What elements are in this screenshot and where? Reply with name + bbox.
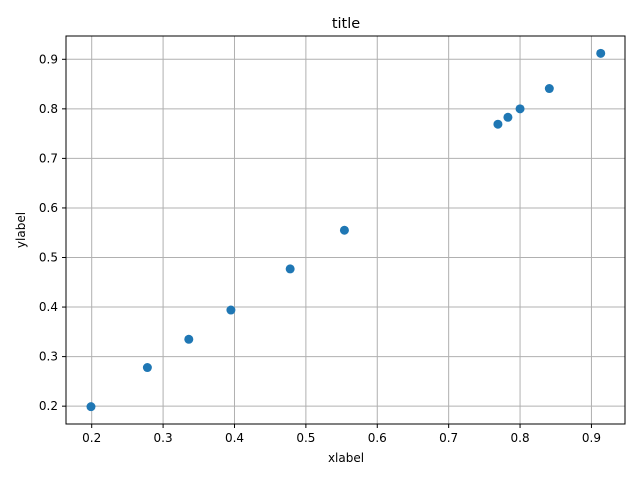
- x-tick-label: 0.8: [511, 431, 530, 445]
- x-tick-label: 0.2: [82, 431, 101, 445]
- plot-frame: [65, 35, 626, 425]
- data-point: [515, 104, 525, 114]
- data-point: [142, 363, 152, 373]
- x-tick-label: 0.5: [296, 431, 315, 445]
- chart-title: title: [332, 16, 360, 32]
- y-tick-label: 0.2: [39, 399, 58, 413]
- y-tick-label: 0.9: [39, 52, 58, 66]
- data-point: [544, 84, 554, 94]
- y-tick-label: 0.7: [39, 151, 58, 165]
- y-axis-label: ylabel: [14, 212, 28, 248]
- data-point: [86, 402, 96, 412]
- data-point: [503, 112, 513, 122]
- axes: 0.2 0.3 0.4 0.5 0.6 0.7 0.8 0.9 0.2 0.3 0.4 0.5 0.6 0…: [39, 52, 601, 445]
- data-point: [339, 225, 349, 235]
- x-tick-label: 0.6: [368, 431, 387, 445]
- y-tick-label: 0.5: [39, 251, 58, 265]
- data-point: [493, 119, 503, 129]
- x-tick-label: 0.9: [582, 431, 601, 445]
- x-tick-label: 0.3: [154, 431, 173, 445]
- y-tick-label: 0.6: [39, 201, 58, 215]
- y-tick-label: 0.4: [39, 300, 58, 314]
- data-point: [596, 48, 606, 58]
- data-point: [285, 264, 295, 274]
- y-tick-label: 0.3: [39, 350, 58, 364]
- x-tick-label: 0.7: [439, 431, 458, 445]
- data-points: [86, 48, 606, 412]
- data-point: [226, 305, 236, 315]
- data-point: [184, 334, 194, 344]
- x-axis-label: xlabel: [328, 451, 364, 465]
- y-tick-label: 0.8: [39, 102, 58, 116]
- grid-lines: [66, 36, 625, 424]
- x-tick-label: 0.4: [225, 431, 244, 445]
